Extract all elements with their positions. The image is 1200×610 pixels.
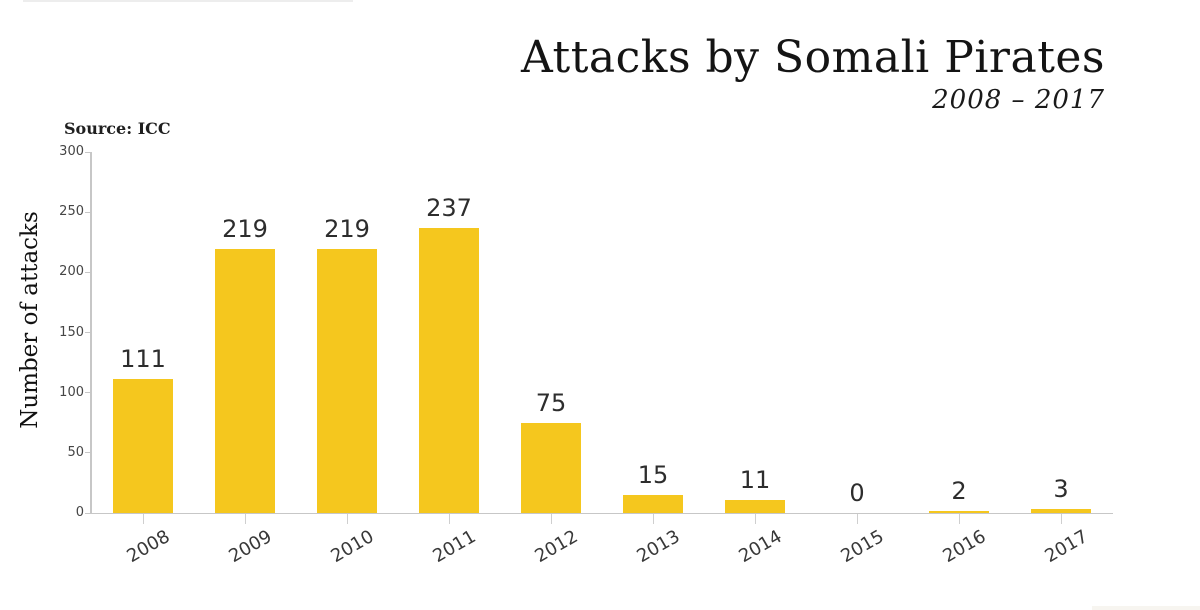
x-axis-line: [90, 512, 1113, 514]
x-tick-label-2010: 2010: [327, 526, 378, 568]
y-tick-label-50: 50: [67, 444, 84, 460]
source-note: Source: ICC: [64, 119, 171, 138]
bar-2009: [215, 249, 275, 513]
y-tick-label-100: 100: [59, 384, 84, 400]
x-tick-mark-2009: [245, 514, 246, 524]
x-tick-mark-2012: [551, 514, 552, 524]
bar-2013: [623, 495, 683, 513]
x-tick-mark-2014: [755, 514, 756, 524]
x-tick-label-2015: 2015: [837, 526, 888, 568]
y-tick-mark-0: [85, 512, 91, 514]
bar-value-label-2008: 111: [120, 345, 166, 373]
chart-subtitle: 2008 – 2017: [932, 85, 1105, 115]
y-tick-mark-100: [85, 392, 91, 394]
x-tick-label-2014: 2014: [735, 526, 786, 568]
bar-value-label-2015: 0: [849, 479, 865, 507]
y-tick-mark-250: [85, 211, 91, 213]
x-tick-mark-2010: [347, 514, 348, 524]
bar-2016: [929, 511, 989, 513]
x-tick-label-2013: 2013: [633, 526, 684, 568]
bar-value-label-2012: 75: [535, 389, 567, 417]
y-tick-label-150: 150: [59, 324, 84, 340]
x-tick-label-2012: 2012: [531, 526, 582, 568]
x-tick-label-2008: 2008: [123, 526, 174, 568]
x-tick-label-2016: 2016: [939, 526, 990, 568]
bar-value-label-2010: 219: [324, 215, 370, 243]
bar-2017: [1031, 509, 1091, 513]
bar-2010: [317, 249, 377, 513]
x-tick-mark-2013: [653, 514, 654, 524]
y-tick-mark-150: [85, 332, 91, 333]
y-tick-label-200: 200: [59, 264, 84, 280]
bar-value-label-2016: 2: [951, 477, 967, 505]
y-tick-label-300: 300: [59, 144, 84, 159]
bar-2011: [419, 228, 479, 513]
bottom-right-strip: [1092, 606, 1200, 610]
title-block: Attacks by Somali Pirates 2008 – 2017: [521, 32, 1105, 116]
bar-value-label-2017: 3: [1053, 475, 1069, 503]
top-edge-divider: [23, 0, 353, 2]
x-tick-mark-2008: [143, 514, 144, 524]
x-tick-mark-2017: [1061, 514, 1062, 524]
chart-title: Attacks by Somali Pirates: [521, 32, 1105, 83]
x-tick-label-2017: 2017: [1041, 526, 1092, 568]
y-axis-title: Number of attacks: [17, 211, 43, 429]
y-tick-mark-50: [85, 452, 91, 454]
x-tick-mark-2016: [959, 514, 960, 524]
x-tick-mark-2011: [449, 514, 450, 524]
x-tick-mark-2015: [857, 514, 858, 524]
bar-value-label-2013: 15: [637, 461, 669, 489]
y-tick-mark-200: [85, 271, 91, 273]
y-tick-mark-300: [85, 151, 91, 153]
bar-2008: [113, 379, 173, 513]
x-tick-label-2011: 2011: [429, 526, 480, 568]
y-tick-label-0: 0: [75, 505, 84, 520]
bar-value-label-2011: 237: [426, 194, 472, 222]
y-tick-label-250: 250: [59, 204, 84, 220]
bar-value-label-2014: 11: [739, 466, 771, 494]
bar-2012: [521, 423, 581, 513]
bar-2014: [725, 500, 785, 513]
bar-value-label-2009: 219: [222, 215, 268, 243]
x-tick-label-2009: 2009: [225, 526, 276, 568]
